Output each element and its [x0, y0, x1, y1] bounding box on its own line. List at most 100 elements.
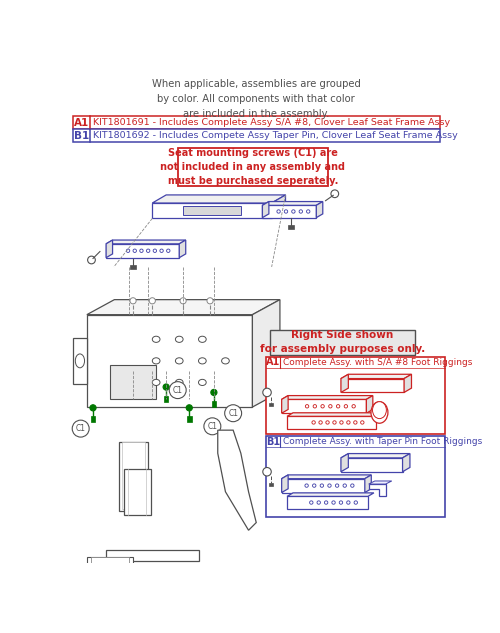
Circle shape	[360, 421, 364, 424]
Polygon shape	[106, 244, 179, 258]
Circle shape	[313, 404, 316, 408]
Polygon shape	[365, 475, 372, 492]
Bar	[124, 468, 151, 515]
Circle shape	[328, 484, 331, 487]
Polygon shape	[252, 299, 280, 407]
Ellipse shape	[176, 379, 183, 385]
Circle shape	[331, 190, 338, 197]
Polygon shape	[262, 201, 269, 218]
Polygon shape	[87, 299, 280, 315]
Bar	[110, 365, 156, 399]
Circle shape	[352, 404, 356, 408]
Circle shape	[130, 298, 136, 304]
Circle shape	[90, 404, 96, 411]
Text: Complete Assy. with Taper Pin Foot Riggings: Complete Assy. with Taper Pin Foot Riggi…	[283, 437, 482, 446]
Bar	[288, 225, 294, 229]
Circle shape	[211, 389, 217, 396]
Text: A1: A1	[74, 118, 89, 127]
Text: C1: C1	[228, 409, 238, 418]
Ellipse shape	[198, 379, 206, 385]
Circle shape	[140, 249, 143, 253]
Circle shape	[204, 418, 221, 435]
Text: Right Side shown
for assembly purposes only.: Right Side shown for assembly purposes o…	[260, 330, 425, 354]
Bar	[268, 403, 273, 406]
Bar	[90, 417, 96, 422]
Circle shape	[149, 298, 156, 304]
Polygon shape	[287, 496, 368, 509]
Text: B1: B1	[74, 130, 89, 141]
Circle shape	[310, 501, 313, 505]
Circle shape	[344, 404, 348, 408]
Bar	[183, 206, 241, 215]
Circle shape	[328, 404, 332, 408]
Bar	[266, 357, 445, 434]
Circle shape	[312, 421, 316, 424]
Circle shape	[340, 501, 342, 505]
Polygon shape	[404, 374, 411, 392]
Polygon shape	[282, 479, 365, 492]
Text: KIT1801692 - Includes Compete Assy Taper Pin, Clover Leaf Seat Frame Assy: KIT1801692 - Includes Compete Assy Taper…	[93, 131, 458, 140]
Ellipse shape	[152, 379, 160, 385]
Bar	[122, 442, 146, 509]
Ellipse shape	[222, 358, 230, 364]
Polygon shape	[341, 454, 348, 472]
Polygon shape	[272, 195, 285, 218]
Circle shape	[224, 404, 242, 422]
Circle shape	[340, 421, 343, 424]
Polygon shape	[368, 481, 392, 484]
Circle shape	[326, 421, 329, 424]
Circle shape	[186, 404, 192, 411]
Text: When applicable, assemblies are grouped
by color. All components with that color: When applicable, assemblies are grouped …	[152, 79, 360, 119]
Bar	[90, 557, 129, 563]
Text: C1: C1	[172, 385, 182, 394]
Bar	[268, 482, 273, 486]
Bar	[270, 330, 415, 354]
Ellipse shape	[198, 336, 206, 342]
Polygon shape	[368, 484, 386, 496]
Circle shape	[346, 421, 350, 424]
Circle shape	[292, 210, 295, 213]
Circle shape	[306, 210, 310, 213]
Polygon shape	[287, 493, 374, 496]
Circle shape	[126, 249, 130, 253]
Ellipse shape	[176, 358, 183, 364]
Circle shape	[163, 384, 169, 390]
Circle shape	[180, 298, 186, 304]
Circle shape	[263, 468, 272, 476]
Bar	[87, 557, 133, 565]
Circle shape	[306, 404, 309, 408]
Polygon shape	[287, 413, 382, 417]
Circle shape	[320, 484, 324, 487]
Circle shape	[350, 484, 354, 487]
Circle shape	[333, 421, 336, 424]
Polygon shape	[152, 195, 286, 203]
Polygon shape	[341, 454, 410, 458]
Polygon shape	[341, 458, 402, 472]
Circle shape	[160, 249, 164, 253]
Polygon shape	[106, 240, 112, 258]
Polygon shape	[341, 374, 348, 392]
Polygon shape	[73, 338, 87, 384]
Ellipse shape	[152, 336, 160, 342]
Bar	[212, 401, 216, 407]
Circle shape	[284, 210, 288, 213]
Bar	[119, 442, 148, 511]
Circle shape	[354, 421, 357, 424]
Circle shape	[207, 298, 213, 304]
Polygon shape	[282, 396, 373, 399]
Ellipse shape	[371, 402, 388, 423]
Circle shape	[166, 249, 170, 253]
Circle shape	[317, 501, 320, 505]
Text: A1: A1	[266, 358, 280, 367]
Text: Complete Assy. with S/A #8 Foot Riggings: Complete Assy. with S/A #8 Foot Riggings	[283, 358, 472, 367]
Polygon shape	[87, 315, 252, 407]
Circle shape	[263, 388, 272, 397]
Circle shape	[324, 501, 328, 505]
Circle shape	[354, 501, 358, 505]
Ellipse shape	[198, 358, 206, 364]
Bar	[187, 417, 192, 422]
Text: B1: B1	[266, 437, 280, 447]
Bar	[130, 265, 136, 269]
Polygon shape	[316, 201, 323, 218]
Circle shape	[88, 256, 96, 264]
